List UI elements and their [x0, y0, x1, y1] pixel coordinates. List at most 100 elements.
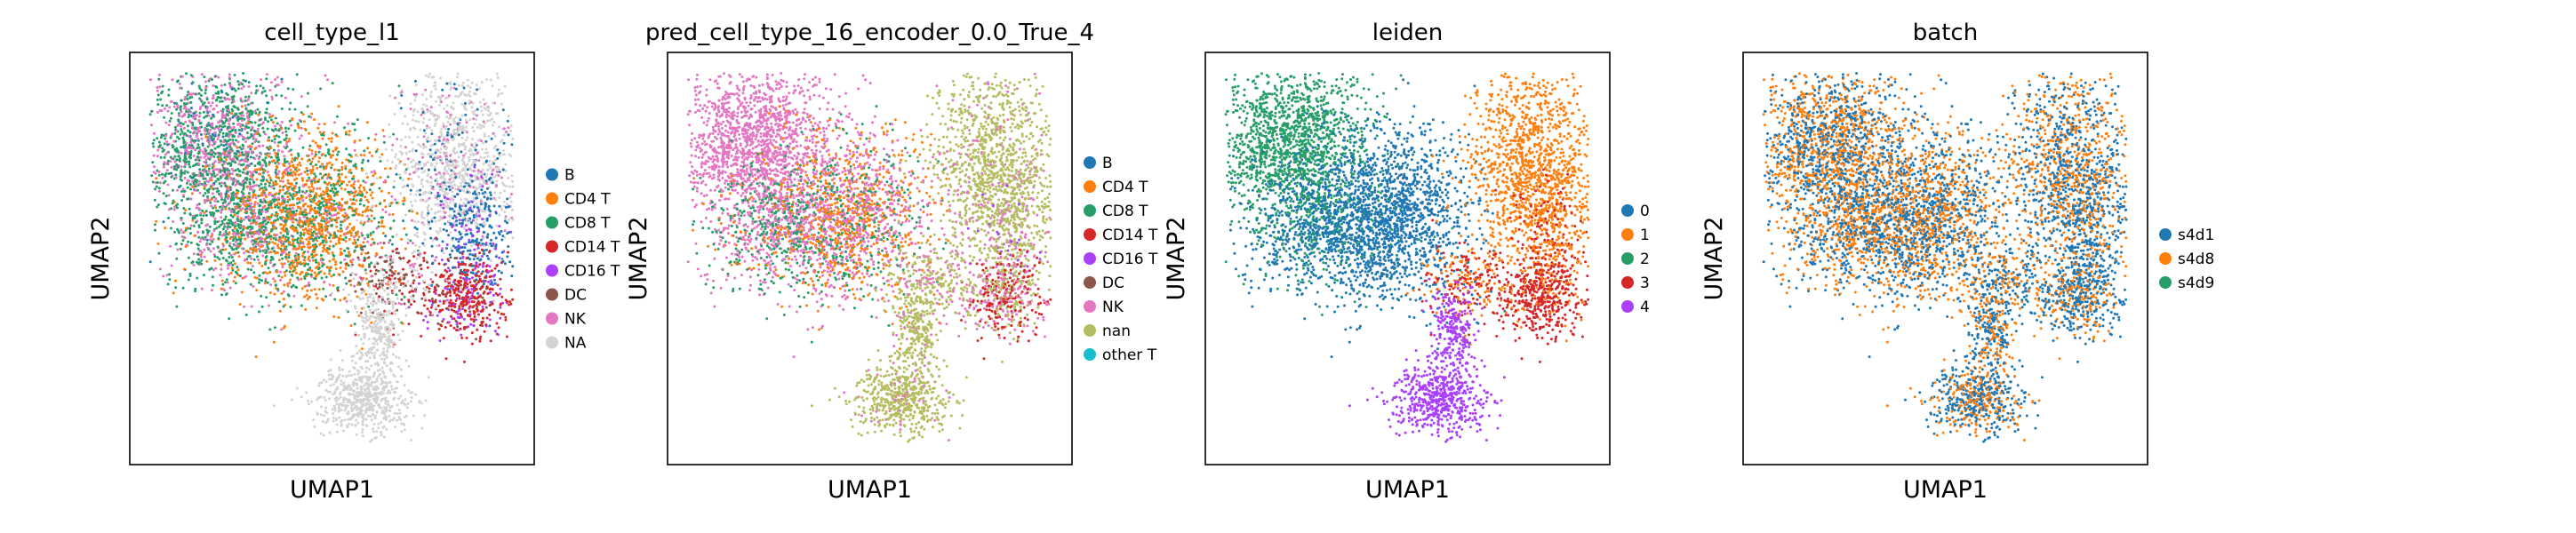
scatter-point — [234, 225, 236, 227]
scatter-point — [240, 163, 243, 166]
scatter-point — [290, 160, 292, 163]
scatter-point — [364, 268, 367, 271]
scatter-point — [189, 232, 192, 235]
scatter-point — [388, 95, 391, 98]
scatter-point — [258, 278, 260, 281]
scatter-point — [188, 163, 190, 166]
scatter-point — [281, 107, 284, 110]
scatter-point — [247, 103, 250, 106]
scatter-point — [163, 161, 165, 163]
scatter-point — [300, 232, 302, 235]
scatter-point — [163, 166, 165, 169]
scatter-point — [460, 286, 462, 289]
scatter-point — [198, 159, 201, 162]
scatter-point — [198, 182, 201, 185]
scatter-point — [276, 145, 279, 147]
scatter-point — [428, 118, 431, 121]
scatter-point — [281, 276, 284, 279]
scatter-point — [172, 220, 174, 223]
scatter-point — [306, 170, 308, 172]
scatter-point — [397, 158, 400, 161]
scatter-point — [227, 163, 229, 165]
scatter-point — [184, 163, 187, 166]
scatter-point — [492, 169, 494, 171]
scatter-point — [332, 315, 335, 318]
scatter-point — [418, 121, 420, 123]
scatter-point — [365, 172, 368, 175]
scatter-point — [252, 189, 254, 192]
scatter-point — [188, 147, 191, 149]
scatter-point — [246, 179, 249, 181]
scatter-point — [172, 189, 174, 192]
scatter-point — [260, 199, 262, 202]
scatter-point — [317, 231, 320, 234]
scatter-point — [254, 91, 257, 94]
scatter-point — [307, 173, 309, 176]
scatter-point — [173, 132, 176, 135]
scatter-point — [474, 123, 476, 125]
scatter-point — [234, 161, 236, 163]
scatter-point — [188, 115, 190, 118]
scatter-point — [220, 170, 222, 172]
scatter-point — [453, 152, 456, 155]
scatter-point — [239, 232, 242, 235]
scatter-point — [230, 272, 233, 274]
scatter-point — [338, 169, 340, 171]
scatter-point — [398, 173, 401, 176]
scatter-point — [444, 204, 446, 207]
scatter-point — [254, 122, 257, 124]
scatter-point — [348, 171, 350, 173]
scatter-point — [454, 95, 457, 98]
scatter-point — [308, 212, 311, 215]
scatter-point — [276, 183, 278, 186]
scatter-point — [456, 76, 459, 78]
scatter-point — [324, 243, 326, 246]
scatter-point — [252, 251, 254, 254]
scatter-point — [511, 236, 514, 239]
scatter-point — [313, 118, 316, 121]
scatter-point — [215, 99, 218, 102]
scatter-point — [439, 155, 442, 158]
scatter-point — [483, 99, 485, 101]
scatter-point — [298, 191, 300, 194]
scatter-point — [368, 151, 371, 154]
scatter-point — [292, 264, 294, 266]
scatter-point — [153, 155, 156, 157]
scatter-point — [460, 129, 463, 131]
scatter-point — [354, 322, 356, 325]
scatter-point — [191, 144, 194, 147]
scatter-point — [343, 250, 346, 252]
scatter-point — [258, 140, 260, 143]
scatter-point — [474, 193, 476, 195]
scatter-point — [404, 171, 406, 173]
scatter-point — [234, 276, 236, 279]
scatter-point — [266, 236, 268, 239]
scatter-point — [292, 259, 294, 262]
scatter-point — [197, 163, 200, 165]
scatter-point — [206, 173, 209, 176]
scatter-point — [220, 198, 223, 201]
scatter-point — [387, 176, 389, 179]
scatter-point — [217, 91, 220, 93]
scatter-point — [434, 169, 436, 171]
scatter-point — [427, 199, 429, 202]
scatter-point — [276, 159, 279, 162]
scatter-point — [371, 183, 373, 186]
scatter-point — [328, 273, 331, 275]
scatter-point — [168, 172, 171, 175]
scatter-point — [206, 195, 209, 198]
scatter-point — [415, 120, 418, 123]
scatter-point — [434, 259, 436, 262]
scatter-point — [238, 245, 241, 248]
scatter-point — [249, 183, 252, 186]
scatter-point — [414, 200, 417, 203]
scatter-point — [377, 243, 380, 245]
scatter-point — [476, 203, 478, 205]
scatter-point — [294, 268, 297, 271]
scatter-point — [274, 203, 276, 206]
scatter-point — [174, 173, 177, 176]
scatter-point — [204, 80, 207, 83]
scatter-point — [431, 245, 434, 248]
scatter-point — [511, 180, 514, 183]
scatter-point — [417, 110, 420, 113]
